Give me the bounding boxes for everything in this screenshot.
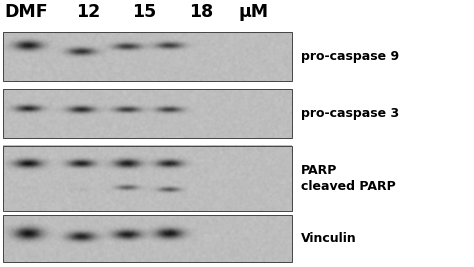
Bar [3, 32, 292, 81]
Text: pro-caspase 9: pro-caspase 9 [301, 50, 399, 63]
Text: μM: μM [238, 3, 269, 21]
Text: 12: 12 [75, 3, 100, 21]
Bar [3, 89, 292, 138]
Text: pro-caspase 3: pro-caspase 3 [301, 107, 399, 120]
Text: 18: 18 [189, 3, 214, 21]
Text: Vinculin: Vinculin [301, 232, 357, 245]
Text: 15: 15 [132, 3, 157, 21]
Bar [3, 215, 292, 262]
Bar [3, 146, 292, 211]
Text: PARP
cleaved PARP: PARP cleaved PARP [301, 164, 396, 193]
Text: DMF: DMF [4, 3, 48, 21]
